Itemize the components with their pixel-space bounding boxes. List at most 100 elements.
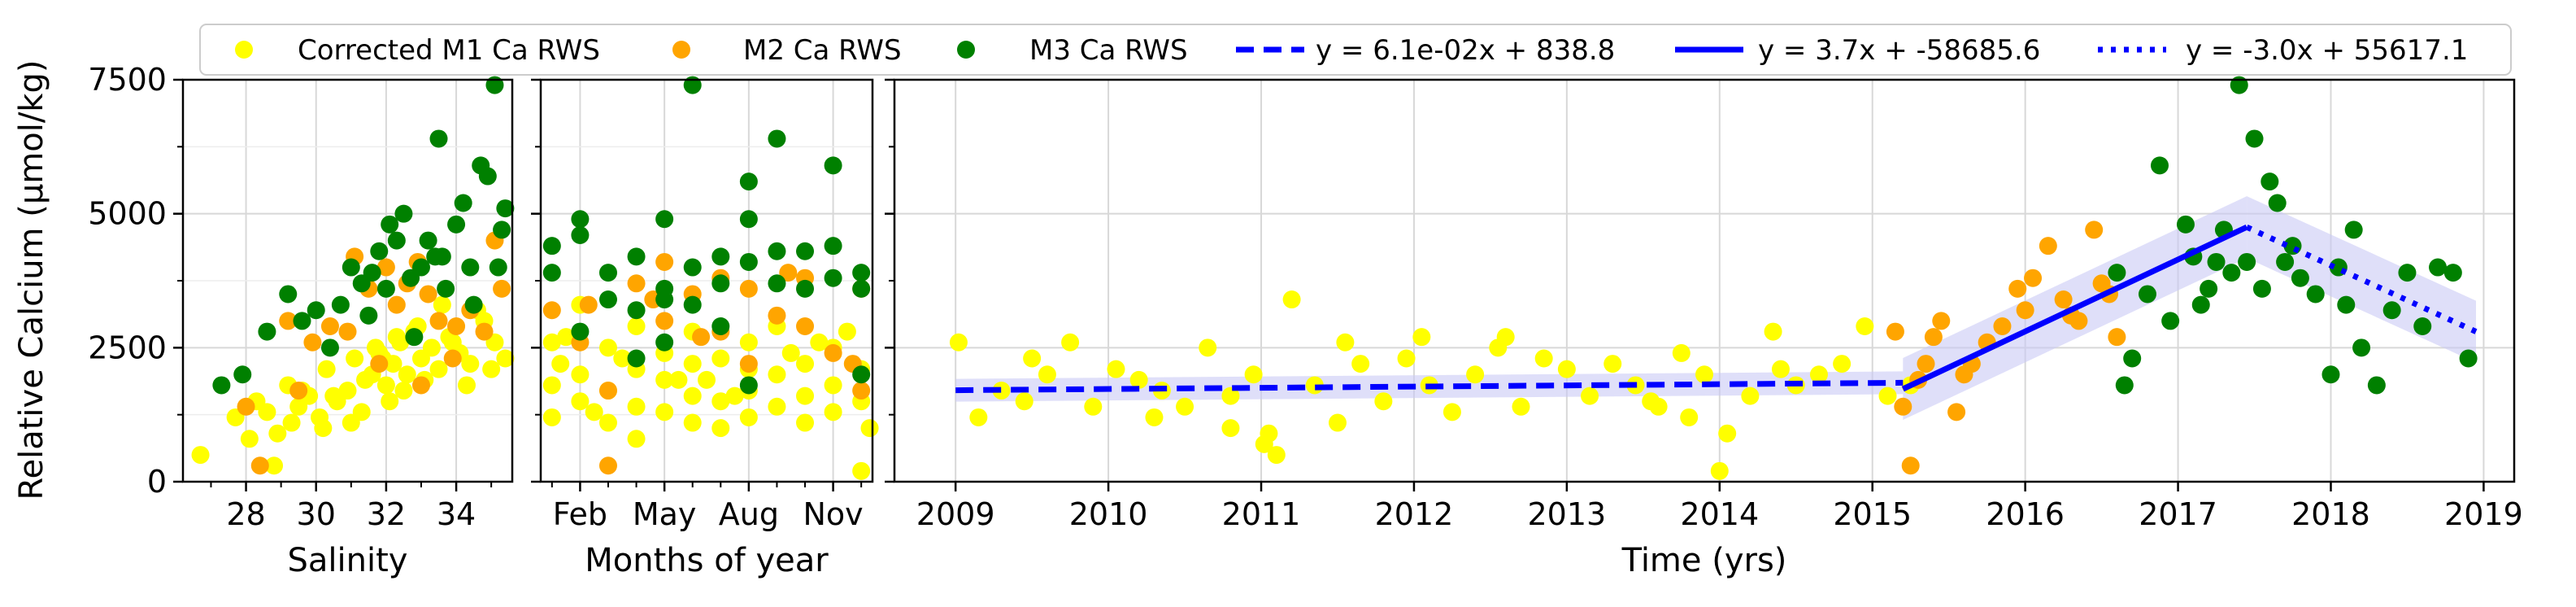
data-point	[314, 419, 333, 438]
data-point	[824, 376, 842, 395]
x-axis-label: Months of year	[585, 542, 829, 579]
data-point	[398, 365, 416, 384]
data-point	[598, 264, 617, 282]
data-point	[342, 258, 360, 277]
legend-frame	[199, 24, 2512, 76]
data-point	[779, 264, 798, 282]
legend-item: y = 3.7x + -58685.6	[1675, 34, 2040, 67]
data-point	[352, 403, 371, 421]
data-point	[433, 295, 451, 314]
data-point	[585, 403, 603, 421]
data-point	[411, 376, 430, 395]
data-point	[969, 408, 988, 426]
data-point	[1084, 397, 1103, 416]
data-point	[1351, 355, 1370, 373]
data-point	[461, 258, 480, 277]
data-point	[2398, 264, 2417, 282]
data-point	[376, 258, 395, 277]
data-point	[233, 365, 252, 384]
data-point	[2337, 295, 2356, 314]
x-tick-label: May	[633, 496, 697, 532]
y-tick-label: 2500	[88, 330, 167, 365]
data-point	[698, 370, 716, 389]
data-point	[489, 258, 507, 277]
data-point	[1496, 328, 1515, 347]
data-point	[796, 355, 815, 373]
data-point	[376, 376, 395, 395]
x-tick-label: 2011	[1222, 496, 1301, 532]
data-point	[796, 413, 815, 432]
data-point	[279, 285, 298, 304]
data-point	[627, 397, 646, 416]
data-point	[1374, 392, 1393, 411]
data-point	[1397, 349, 1416, 368]
data-point	[739, 252, 758, 271]
data-point	[1932, 312, 1951, 330]
data-point	[655, 403, 674, 421]
data-point	[2108, 264, 2126, 282]
data-point	[579, 295, 598, 314]
legend-item: M2 Ca RWS	[672, 34, 902, 67]
x-axis-label: Time (yrs)	[1621, 542, 1787, 579]
data-point	[542, 376, 561, 395]
data-point	[2092, 274, 2111, 293]
data-point	[1924, 328, 1943, 347]
data-point	[1741, 386, 1760, 405]
confidence-band	[2247, 196, 2477, 363]
data-point	[433, 247, 451, 266]
data-point	[1221, 419, 1240, 438]
x-tick-label: 28	[226, 496, 265, 532]
data-point	[1023, 349, 1042, 368]
data-point	[852, 365, 871, 384]
data-point	[1856, 317, 1874, 335]
fit-line	[955, 379, 1904, 394]
data-point	[1466, 365, 1485, 384]
data-point	[669, 370, 688, 389]
data-point	[598, 456, 617, 475]
data-point	[739, 333, 758, 352]
data-point	[387, 231, 406, 250]
data-point	[2429, 258, 2448, 277]
data-point	[571, 226, 590, 245]
data-point	[711, 392, 730, 411]
fit-line	[1901, 224, 2248, 392]
data-point	[768, 274, 786, 293]
data-point	[1038, 365, 1056, 384]
data-point	[2367, 376, 2386, 395]
data-point	[571, 210, 590, 229]
data-point	[542, 264, 561, 282]
data-point	[2276, 252, 2295, 271]
x-tick-label: 2016	[1986, 496, 2065, 532]
data-point	[2161, 312, 2180, 330]
data-point	[627, 274, 646, 293]
data-point	[1947, 403, 1966, 421]
data-point	[781, 343, 800, 362]
data-point	[475, 322, 494, 341]
y-axis-label: Relative Calcium (µmol/kg)	[13, 60, 50, 500]
data-point	[683, 413, 702, 432]
x-tick-label: 2012	[1375, 496, 1454, 532]
data-point	[1878, 386, 1897, 405]
panel-time: 2009 2010 2011 2012 2013 2014 2015 2016 2017 2018…	[885, 76, 2523, 579]
data-point	[258, 322, 276, 341]
fit-line	[2245, 224, 2478, 334]
data-point	[1680, 408, 1699, 426]
data-point	[824, 237, 842, 255]
data-point	[768, 397, 786, 416]
data-point	[411, 258, 430, 277]
data-point	[363, 264, 381, 282]
data-point	[289, 382, 308, 400]
data-point	[419, 285, 437, 304]
data-point	[464, 295, 483, 314]
data-point	[338, 382, 357, 400]
data-point	[1642, 392, 1660, 411]
data-point	[478, 167, 497, 186]
y-tick-label: 5000	[88, 196, 167, 232]
y-tick-label: 0	[147, 464, 167, 500]
data-point	[542, 301, 561, 320]
x-tick-label: 34	[437, 496, 476, 532]
data-point	[1809, 365, 1828, 384]
data-point	[1603, 355, 1622, 373]
data-point	[454, 194, 472, 212]
data-point	[443, 349, 462, 368]
